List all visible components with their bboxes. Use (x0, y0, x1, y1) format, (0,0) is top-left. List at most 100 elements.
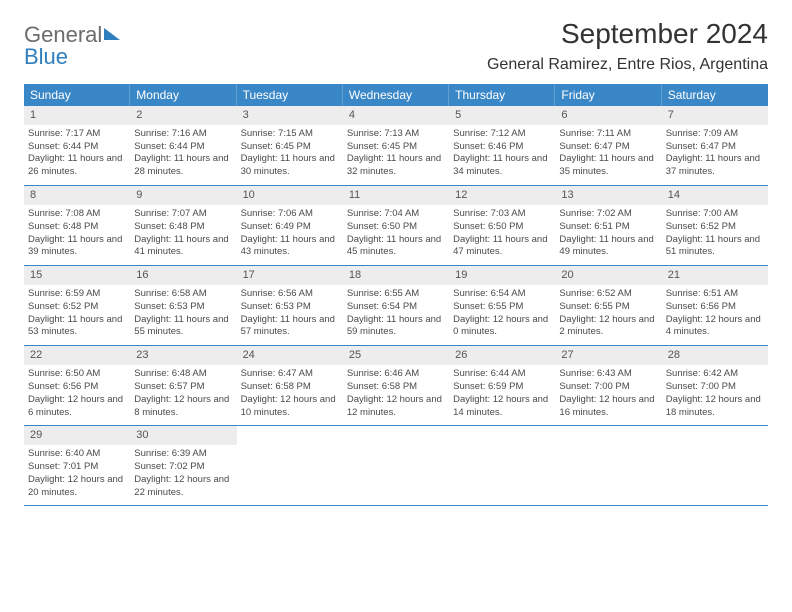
day-cell-empty (237, 426, 343, 505)
day-number: 11 (343, 186, 449, 205)
sunrise-text: Sunrise: 7:16 AM (134, 128, 232, 141)
week-row: 22Sunrise: 6:50 AMSunset: 6:56 PMDayligh… (24, 346, 768, 426)
sunset-text: Sunset: 6:55 PM (453, 301, 551, 314)
daylight-text: Daylight: 11 hours and 57 minutes. (241, 314, 339, 340)
week-row: 8Sunrise: 7:08 AMSunset: 6:48 PMDaylight… (24, 186, 768, 266)
sunset-text: Sunset: 6:56 PM (666, 301, 764, 314)
daylight-text: Daylight: 12 hours and 10 minutes. (241, 394, 339, 420)
sunrise-text: Sunrise: 7:04 AM (347, 208, 445, 221)
day-cell: 18Sunrise: 6:55 AMSunset: 6:54 PMDayligh… (343, 266, 449, 345)
day-cell: 25 Sunrise: 6:46 AMSunset: 6:58 PMDayligh… (343, 346, 449, 425)
day-number: 27 (555, 346, 661, 365)
daylight-text: Daylight: 12 hours and 4 minutes. (666, 314, 764, 340)
daylight-text: Daylight: 11 hours and 30 minutes. (241, 153, 339, 179)
sunrise-text: Sunrise: 6:58 AM (134, 288, 232, 301)
sunset-text: Sunset: 6:57 PM (134, 381, 232, 394)
day-number: 15 (24, 266, 130, 285)
day-number: 29 (24, 426, 130, 445)
daylight-text: Daylight: 11 hours and 47 minutes. (453, 234, 551, 260)
sunset-text: Sunset: 6:45 PM (347, 141, 445, 154)
sunrise-text: Sunrise: 7:03 AM (453, 208, 551, 221)
sunset-text: Sunset: 7:02 PM (134, 461, 232, 474)
day-cell: 11Sunrise: 7:04 AMSunset: 6:50 PMDayligh… (343, 186, 449, 265)
day-cell: 28Sunrise: 6:42 AMSunset: 7:00 PMDayligh… (662, 346, 768, 425)
day-cell: 13Sunrise: 7:02 AMSunset: 6:51 PMDayligh… (555, 186, 661, 265)
daylight-text: Daylight: 12 hours and 20 minutes. (28, 474, 126, 500)
weekday-monday: Monday (130, 84, 236, 106)
sunset-text: Sunset: 6:48 PM (28, 221, 126, 234)
logo: General Blue (24, 24, 120, 68)
day-cell: 15 Sunrise: 6:59 AMSunset: 6:52 PMDayligh… (24, 266, 130, 345)
weekday-sunday: Sunday (24, 84, 130, 106)
sunset-text: Sunset: 6:52 PM (28, 301, 126, 314)
day-number: 18 (343, 266, 449, 285)
sunrise-text: Sunrise: 6:40 AM (28, 448, 126, 461)
day-cell: 29Sunrise: 6:40 AMSunset: 7:01 PMDayligh… (24, 426, 130, 505)
sunrise-text: Sunrise: 6:47 AM (241, 368, 339, 381)
sunrise-text: Sunrise: 6:59 AM (28, 288, 126, 301)
daylight-text: Daylight: 11 hours and 43 minutes. (241, 234, 339, 260)
sunrise-text: Sunrise: 6:55 AM (347, 288, 445, 301)
week-row: 15Sunrise: 6:59 AMSunset: 6:52 PMDayligh… (24, 266, 768, 346)
day-number: 26 (449, 346, 555, 365)
sunset-text: Sunset: 6:53 PM (134, 301, 232, 314)
day-number: 6 (555, 106, 661, 125)
day-cell: 1Sunrise: 7:17 AMSunset: 6:44 PMDaylight… (24, 106, 130, 185)
day-number: 9 (130, 186, 236, 205)
week-row: 29Sunrise: 6:40 AMSunset: 7:01 PMDayligh… (24, 426, 768, 506)
sunset-text: Sunset: 6:50 PM (453, 221, 551, 234)
daylight-text: Daylight: 12 hours and 14 minutes. (453, 394, 551, 420)
day-number: 28 (662, 346, 768, 365)
daylight-text: Daylight: 11 hours and 26 minutes. (28, 153, 126, 179)
daylight-text: Daylight: 11 hours and 59 minutes. (347, 314, 445, 340)
day-number: 25 (343, 346, 449, 365)
day-number: 4 (343, 106, 449, 125)
sunset-text: Sunset: 6:53 PM (241, 301, 339, 314)
day-cell: 5Sunrise: 7:12 AMSunset: 6:46 PMDaylight… (449, 106, 555, 185)
day-cell: 12 Sunrise: 7:03 AMSunset: 6:50 PMDayligh… (449, 186, 555, 265)
sunset-text: Sunset: 6:44 PM (134, 141, 232, 154)
sunset-text: Sunset: 6:52 PM (666, 221, 764, 234)
day-number: 16 (130, 266, 236, 285)
day-number: 24 (237, 346, 343, 365)
day-cell: 6Sunrise: 7:11 AMSunset: 6:47 PMDaylight… (555, 106, 661, 185)
sunrise-text: Sunrise: 6:46 AM (347, 368, 445, 381)
day-cell: 19Sunrise: 6:54 AMSunset: 6:55 PMDayligh… (449, 266, 555, 345)
day-number: 2 (130, 106, 236, 125)
day-number: 12 (449, 186, 555, 205)
sunrise-text: Sunrise: 7:09 AM (666, 128, 764, 141)
logo-text-blue: Blue (24, 46, 102, 68)
month-title: September 2024 (487, 18, 768, 50)
day-number: 1 (24, 106, 130, 125)
day-cell: 26Sunrise: 6:44 AMSunset: 6:59 PMDayligh… (449, 346, 555, 425)
weekday-wednesday: Wednesday (343, 84, 449, 106)
day-number: 23 (130, 346, 236, 365)
sunrise-text: Sunrise: 7:08 AM (28, 208, 126, 221)
sunset-text: Sunset: 6:58 PM (241, 381, 339, 394)
daylight-text: Daylight: 12 hours and 2 minutes. (559, 314, 657, 340)
sunset-text: Sunset: 7:00 PM (666, 381, 764, 394)
sunset-text: Sunset: 6:58 PM (347, 381, 445, 394)
daylight-text: Daylight: 12 hours and 8 minutes. (134, 394, 232, 420)
day-number: 10 (237, 186, 343, 205)
calendar: SundayMondayTuesdayWednesdayThursdayFrid… (24, 84, 768, 506)
day-cell: 3Sunrise: 7:15 AMSunset: 6:45 PMDaylight… (237, 106, 343, 185)
sunrise-text: Sunrise: 6:48 AM (134, 368, 232, 381)
day-cell: 4Sunrise: 7:13 AMSunset: 6:45 PMDaylight… (343, 106, 449, 185)
daylight-text: Daylight: 11 hours and 39 minutes. (28, 234, 126, 260)
weekday-thursday: Thursday (449, 84, 555, 106)
sunrise-text: Sunrise: 6:52 AM (559, 288, 657, 301)
sunset-text: Sunset: 6:48 PM (134, 221, 232, 234)
daylight-text: Daylight: 12 hours and 12 minutes. (347, 394, 445, 420)
sunrise-text: Sunrise: 7:13 AM (347, 128, 445, 141)
daylight-text: Daylight: 12 hours and 22 minutes. (134, 474, 232, 500)
day-cell: 30Sunrise: 6:39 AMSunset: 7:02 PMDayligh… (130, 426, 236, 505)
sunset-text: Sunset: 6:47 PM (666, 141, 764, 154)
logo-text-general: General (24, 24, 102, 46)
daylight-text: Daylight: 11 hours and 53 minutes. (28, 314, 126, 340)
daylight-text: Daylight: 12 hours and 16 minutes. (559, 394, 657, 420)
title-block: September 2024 General Ramirez, Entre Ri… (487, 18, 768, 74)
week-row: 1Sunrise: 7:17 AMSunset: 6:44 PMDaylight… (24, 106, 768, 186)
sunrise-text: Sunrise: 6:54 AM (453, 288, 551, 301)
sunset-text: Sunset: 6:55 PM (559, 301, 657, 314)
